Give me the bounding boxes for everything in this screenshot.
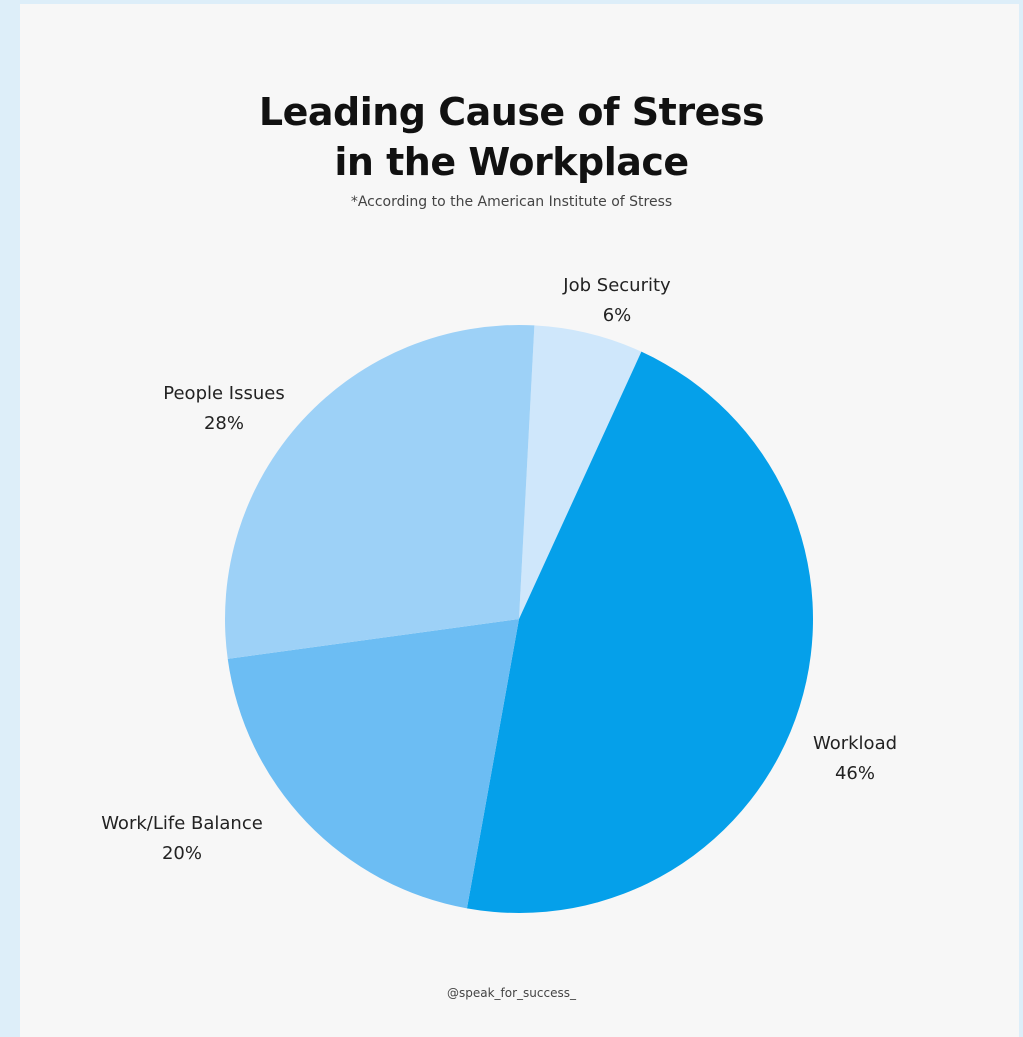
slice-label-job-security: Job Security <box>562 275 671 296</box>
pie-slice-job-security <box>519 325 642 619</box>
chart-title-line-1: Leading Cause of Stress <box>258 90 765 134</box>
slice-value-workload: 46% <box>835 763 875 784</box>
slice-label-people-issues: People Issues <box>163 383 284 404</box>
chart-title-line-2: in the Workplace <box>334 140 689 184</box>
slice-label-work-life-balance: Work/Life Balance <box>101 813 263 834</box>
pie-slice-work-life-balance <box>227 619 519 909</box>
slice-value-job-security: 6% <box>603 305 632 326</box>
chart-subtitle: *According to the American Institute of … <box>350 194 673 210</box>
slice-value-people-issues: 28% <box>204 413 244 434</box>
slice-label-workload: Workload <box>813 733 897 754</box>
slice-value-work-life-balance: 20% <box>162 843 202 864</box>
pie-slice-workload <box>466 351 814 914</box>
pie-slice-people-issues <box>225 324 535 659</box>
footer-credit: @speak_for_success_ <box>447 986 576 1000</box>
